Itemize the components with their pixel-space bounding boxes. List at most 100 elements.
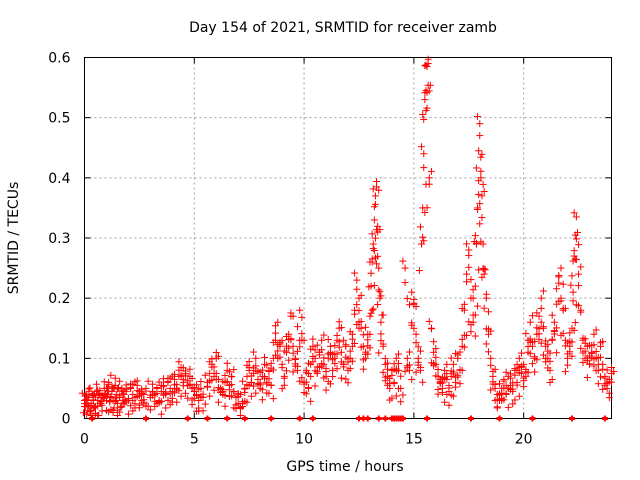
data-point xyxy=(289,368,297,376)
data-point xyxy=(399,257,407,265)
data-point xyxy=(496,380,504,388)
data-point xyxy=(184,394,192,402)
data-point xyxy=(463,332,471,340)
data-point xyxy=(539,351,547,359)
data-point xyxy=(425,174,433,182)
data-point xyxy=(96,386,104,394)
data-point xyxy=(478,192,486,200)
data-point xyxy=(368,306,376,314)
data-point xyxy=(553,324,561,332)
data-point xyxy=(572,235,580,243)
data-point xyxy=(493,403,501,411)
data-point xyxy=(307,372,315,380)
data-point xyxy=(480,304,488,312)
data-point xyxy=(548,375,556,383)
data-point xyxy=(243,372,251,380)
data-point xyxy=(438,389,446,397)
data-point xyxy=(537,294,545,302)
data-point xyxy=(177,392,185,400)
data-point xyxy=(362,323,370,331)
data-point xyxy=(344,358,352,366)
data-point xyxy=(142,387,150,395)
data-point xyxy=(520,383,528,391)
data-point xyxy=(430,362,438,370)
data-point xyxy=(353,285,361,293)
data-point xyxy=(421,209,429,217)
data-point xyxy=(276,353,284,361)
data-point xyxy=(272,322,280,330)
data-point xyxy=(366,330,374,338)
data-point xyxy=(594,380,602,388)
data-point xyxy=(300,336,308,344)
data-point xyxy=(371,234,379,242)
data-point xyxy=(447,354,455,362)
data-point xyxy=(208,355,216,363)
data-point xyxy=(199,407,207,415)
zero-data-point xyxy=(424,415,431,422)
data-point xyxy=(115,384,123,392)
data-point xyxy=(610,368,618,376)
data-point xyxy=(575,241,583,249)
data-point xyxy=(405,361,413,369)
data-point xyxy=(370,216,378,224)
data-point xyxy=(460,343,468,351)
data-point xyxy=(133,377,141,385)
data-point xyxy=(395,350,403,358)
data-point xyxy=(420,164,428,172)
data-point xyxy=(223,359,231,367)
data-point xyxy=(228,381,236,389)
data-point xyxy=(369,305,377,313)
data-point xyxy=(298,313,306,321)
data-point xyxy=(225,368,233,376)
data-point xyxy=(392,367,400,375)
data-point xyxy=(250,382,258,390)
data-point xyxy=(463,270,471,278)
data-point xyxy=(381,377,389,385)
data-point xyxy=(590,355,598,363)
data-point xyxy=(592,326,600,334)
zero-data-point xyxy=(204,415,211,422)
data-point xyxy=(138,385,146,393)
data-point xyxy=(285,344,293,352)
data-point xyxy=(502,368,510,376)
data-point xyxy=(491,365,499,373)
data-point xyxy=(390,380,398,388)
data-point xyxy=(401,279,409,287)
data-point xyxy=(182,389,190,397)
data-point xyxy=(465,263,473,271)
data-point xyxy=(441,373,449,381)
data-point xyxy=(575,270,583,278)
data-point xyxy=(214,375,222,383)
data-point xyxy=(131,400,139,408)
data-point xyxy=(592,347,600,355)
data-point xyxy=(283,367,291,375)
data-point xyxy=(166,401,174,409)
data-point xyxy=(294,347,301,355)
data-point xyxy=(221,371,229,379)
data-point xyxy=(182,367,190,375)
data-point xyxy=(340,336,348,344)
data-point xyxy=(599,338,607,346)
data-point xyxy=(557,294,565,302)
x-tick-label: 0 xyxy=(80,432,89,448)
data-point xyxy=(280,347,288,355)
data-point xyxy=(212,349,220,357)
data-point xyxy=(112,396,120,404)
data-point xyxy=(113,385,121,393)
data-point xyxy=(412,368,420,376)
x-tick-label: 15 xyxy=(405,432,423,448)
data-point xyxy=(443,390,451,398)
data-point xyxy=(353,301,361,309)
data-point xyxy=(298,330,306,338)
data-point xyxy=(258,366,266,374)
data-point xyxy=(511,371,519,379)
data-point xyxy=(416,364,424,372)
data-point xyxy=(364,336,372,344)
data-point xyxy=(293,323,301,331)
data-point xyxy=(107,392,115,400)
data-point xyxy=(568,352,576,360)
data-point xyxy=(221,391,229,399)
data-point xyxy=(188,375,196,383)
data-point xyxy=(188,401,196,409)
